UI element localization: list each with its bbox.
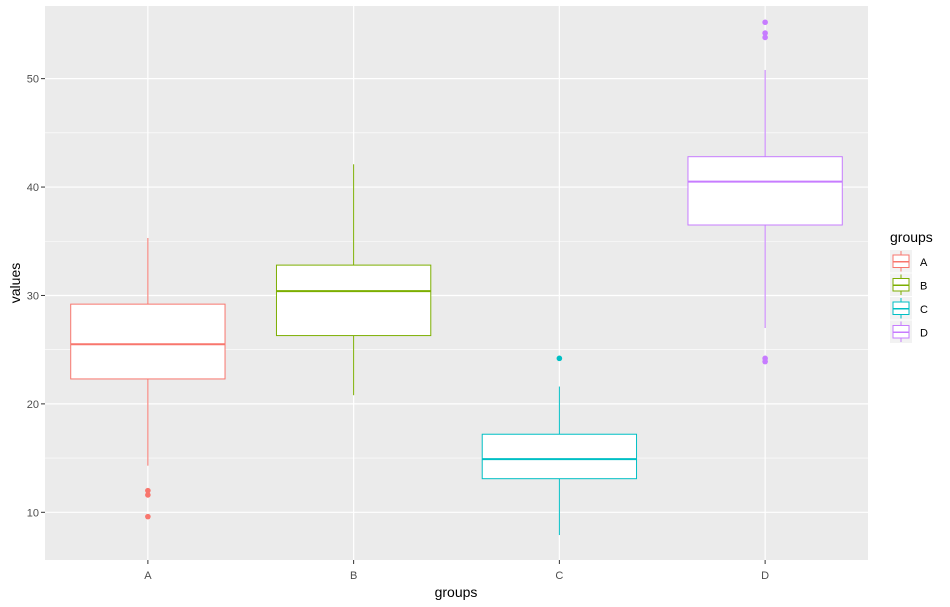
x-axis-title: groups — [435, 584, 478, 600]
boxes — [70, 19, 843, 536]
legend-item-c: C — [890, 297, 928, 320]
box-iqr — [70, 303, 226, 380]
legend-label: A — [920, 257, 928, 269]
outlier-point — [556, 355, 563, 362]
y-tick-label: 40 — [27, 182, 39, 194]
x-tick-label: A — [144, 570, 152, 582]
outlier-point — [762, 34, 768, 41]
outlier-point — [762, 358, 768, 365]
y-tick-label: 20 — [27, 399, 39, 411]
x-tick-label: D — [761, 570, 769, 582]
box-group-b — [275, 164, 432, 396]
outlier-point — [145, 487, 151, 494]
outlier-point — [762, 19, 768, 26]
box-group-a — [70, 238, 226, 520]
legend-label: B — [920, 280, 927, 292]
box-group-d — [687, 19, 843, 365]
y-axis-title: values — [7, 263, 23, 303]
outlier-point — [145, 513, 151, 520]
legend-label: D — [920, 327, 928, 339]
x-axis: A B C D — [144, 560, 769, 582]
box-group-c — [481, 355, 638, 536]
y-tick-label: 50 — [27, 74, 39, 86]
legend-label: C — [920, 304, 928, 316]
outlier-point — [762, 30, 768, 36]
box-iqr — [687, 156, 843, 226]
legend-item-b: B — [890, 273, 927, 296]
legend-item-a: A — [890, 250, 928, 273]
y-tick-label: 30 — [27, 290, 39, 302]
panel-background — [45, 6, 868, 560]
x-tick-label: C — [555, 570, 563, 582]
legend-title: groups — [890, 229, 933, 245]
y-tick-label: 10 — [27, 507, 39, 519]
box-iqr — [481, 433, 638, 480]
box-iqr — [275, 264, 432, 337]
y-axis: 10 20 30 40 50 — [27, 74, 45, 519]
legend-item-d: D — [890, 320, 928, 343]
x-tick-label: B — [350, 570, 357, 582]
outlier-point — [145, 492, 151, 498]
